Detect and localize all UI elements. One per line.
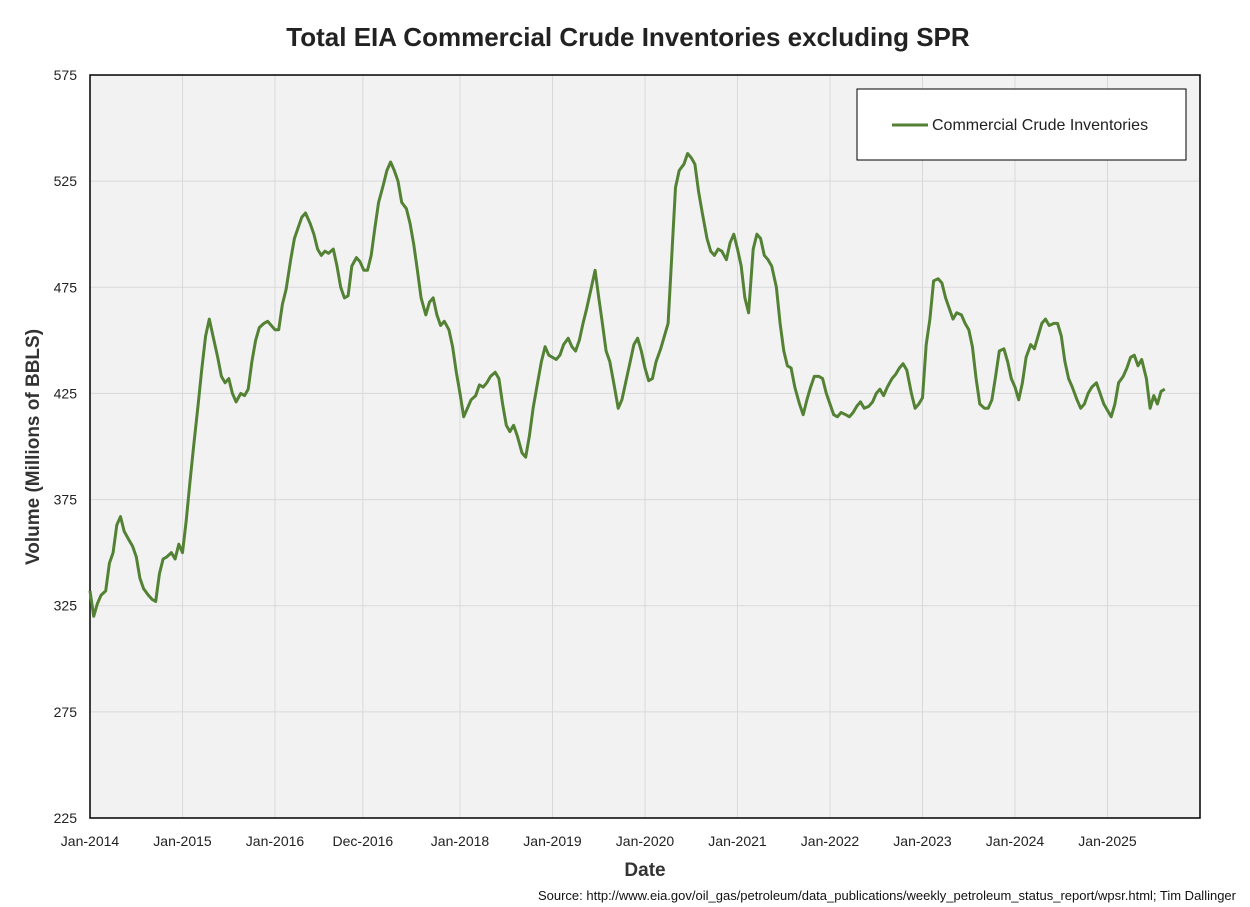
y-tick-label: 525	[54, 173, 78, 189]
x-tick-label: Jan-2021	[708, 833, 767, 849]
x-tick-label: Jan-2020	[616, 833, 675, 849]
x-tick-label: Jan-2023	[893, 833, 952, 849]
y-tick-label: 225	[54, 810, 78, 826]
x-tick-label: Jan-2019	[523, 833, 582, 849]
y-tick-label: 375	[54, 492, 78, 508]
plot-border	[89, 74, 1201, 819]
x-tick-label: Jan-2016	[246, 833, 305, 849]
y-tick-label: 325	[54, 598, 78, 614]
x-tick-label: Jan-2014	[61, 833, 120, 849]
x-tick-label: Jan-2025	[1078, 833, 1137, 849]
x-tick-label: Dec-2016	[333, 833, 394, 849]
chart-title: Total EIA Commercial Crude Inventories e…	[286, 22, 970, 52]
y-axis-label: Volume (Millions of BBLS)	[23, 329, 44, 565]
legend: Commercial Crude Inventories	[856, 88, 1187, 161]
x-tick-label: Jan-2018	[431, 833, 490, 849]
x-tick-label: Jan-2024	[986, 833, 1045, 849]
y-tick-label: 575	[54, 67, 78, 83]
source-note: Source: http://www.eia.gov/oil_gas/petro…	[537, 888, 1236, 903]
x-tick-label: Jan-2022	[801, 833, 860, 849]
x-axis-ticks: Jan-2014 Jan-2015 Jan-2016 Dec-2016 Jan-2018…	[61, 833, 1137, 849]
series-line	[88, 152, 1166, 618]
y-tick-label: 425	[54, 385, 78, 401]
series-group	[88, 152, 1166, 618]
x-tick-label: Jan-2015	[153, 833, 212, 849]
legend-label: Commercial Crude Inventories	[932, 117, 1148, 134]
y-tick-label: 475	[54, 279, 78, 295]
y-axis-ticks: 225 275 325 375 425 475 525 575	[54, 67, 78, 826]
y-tick-label: 275	[54, 704, 78, 720]
x-axis-label: Date	[624, 860, 665, 881]
